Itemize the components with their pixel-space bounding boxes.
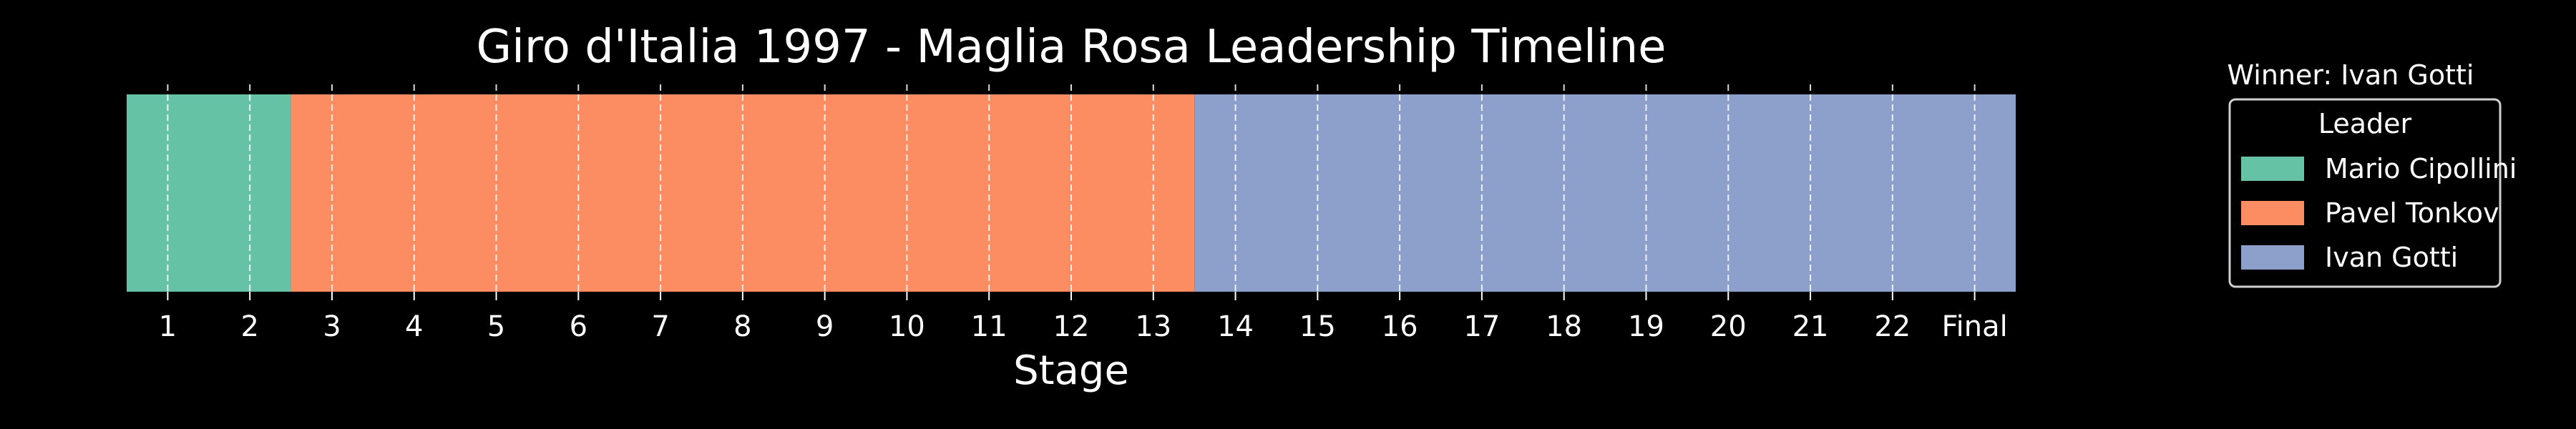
x-tick-label: 11: [971, 310, 1008, 343]
legend: Leader Mario Cipollini Pavel Tonkov Ivan G…: [2228, 98, 2517, 288]
x-tick-label: 18: [1546, 310, 1582, 343]
x-axis-ticks: 1 2 3 4 5 6 7 8 9 10 11 12 13 14 15 16 17 18 19 20 21 22 Final: [159, 292, 2008, 343]
x-tick-label: 13: [1135, 310, 1171, 343]
legend-swatch: [2241, 245, 2304, 270]
legend-label: Mario Cipollini: [2325, 153, 2517, 184]
x-tick-label: 7: [651, 310, 669, 343]
leader-segment-pavel-tonkov: [291, 94, 1195, 292]
x-tick-label: 21: [1792, 310, 1829, 343]
x-tick-label: 20: [1710, 310, 1747, 343]
x-tick-label: 8: [733, 310, 751, 343]
leader-segment-mario-cipollini: [127, 94, 291, 292]
chart-title: Giro d'Italia 1997 - Maglia Rosa Leaders…: [476, 21, 1666, 74]
x-tick-label: 17: [1463, 310, 1500, 343]
x-tick-label: 16: [1382, 310, 1418, 343]
legend-title: Leader: [2318, 108, 2412, 139]
legend-frame: [2228, 98, 2502, 288]
x-tick-label: 12: [1053, 310, 1090, 343]
legend-label: Pavel Tonkov: [2325, 197, 2499, 229]
legend-swatch: [2241, 157, 2304, 181]
x-tick-label: 5: [487, 310, 505, 343]
x-tick-label: 9: [816, 310, 834, 343]
x-tick-label: 6: [570, 310, 587, 343]
grid-layer: [167, 84, 1976, 292]
x-tick-label: 15: [1299, 310, 1336, 343]
x-tick-label: 19: [1628, 310, 1664, 343]
legend-swatch: [2241, 201, 2304, 225]
leader-segment-ivan-gotti: [1194, 94, 2016, 292]
x-tick-label: 10: [889, 310, 925, 343]
x-tick-label: 14: [1217, 310, 1254, 343]
x-tick-label: 1: [159, 310, 177, 343]
winner-annotation: Winner: Ivan Gotti: [2228, 59, 2474, 91]
x-tick-label: 2: [240, 310, 258, 343]
x-axis-label: Stage: [1013, 347, 1129, 394]
x-tick-label: Final: [1942, 310, 2008, 343]
legend-entries: Mario Cipollini Pavel Tonkov Ivan Gotti: [2241, 153, 2517, 273]
legend-label: Ivan Gotti: [2325, 242, 2458, 273]
x-tick-label: 4: [405, 310, 423, 343]
x-tick-label: 3: [323, 310, 341, 343]
x-tick-label: 22: [1874, 310, 1911, 343]
bars-layer: [127, 94, 2016, 292]
